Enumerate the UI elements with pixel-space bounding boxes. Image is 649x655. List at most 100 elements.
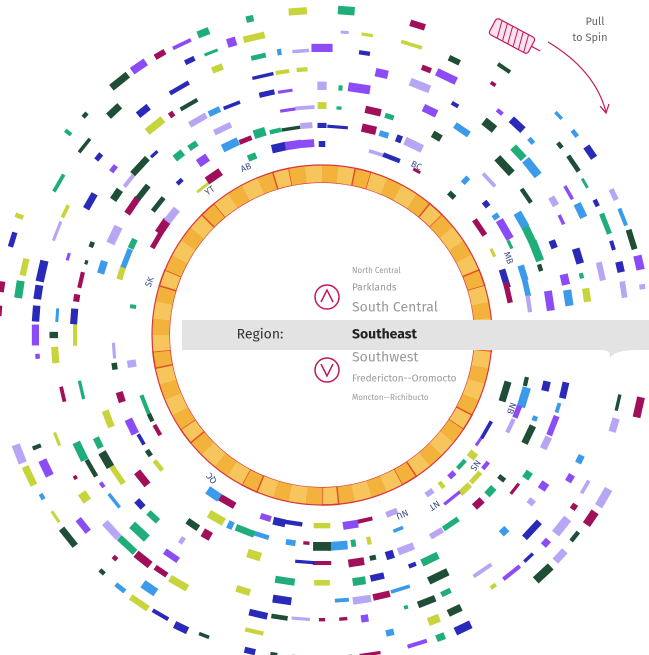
radial-bar bbox=[135, 183, 151, 201]
radial-bar bbox=[31, 324, 39, 346]
spin-hint: Pull bbox=[586, 15, 605, 28]
radial-bar bbox=[248, 608, 269, 620]
radial-bar bbox=[111, 342, 117, 359]
radial-bar bbox=[317, 102, 327, 109]
ring-segment bbox=[467, 285, 489, 306]
radial-bar bbox=[83, 192, 98, 211]
radial-bar bbox=[552, 548, 568, 564]
radial-bar bbox=[92, 436, 104, 450]
option[interactable]: Southwest bbox=[352, 349, 419, 366]
radial-bar bbox=[430, 130, 443, 142]
radial-bar bbox=[128, 594, 150, 612]
radial-bar bbox=[481, 172, 497, 188]
radial-bar bbox=[172, 38, 192, 51]
up-button[interactable] bbox=[314, 284, 340, 310]
radial-bar bbox=[443, 490, 461, 506]
option[interactable]: Parklands bbox=[352, 282, 397, 294]
radial-bar bbox=[77, 271, 85, 289]
ring-segment bbox=[288, 484, 308, 505]
radial-bar bbox=[98, 450, 115, 470]
option[interactable]: South Central bbox=[352, 299, 438, 316]
radial-bar bbox=[385, 628, 395, 637]
radial-bar bbox=[31, 443, 42, 451]
radial-bar bbox=[599, 212, 612, 235]
radial-bar bbox=[489, 247, 497, 258]
radial-bar bbox=[116, 265, 127, 281]
radial-bar bbox=[109, 71, 131, 91]
radial-bar bbox=[288, 7, 308, 16]
radial-bar bbox=[81, 111, 89, 119]
radial-bar bbox=[512, 404, 523, 419]
radial-bar bbox=[144, 116, 166, 135]
spin-handle[interactable] bbox=[488, 18, 544, 59]
radial-bar bbox=[466, 449, 479, 461]
radial-bar bbox=[72, 474, 78, 481]
radial-bar bbox=[51, 346, 60, 364]
radial-bar bbox=[468, 470, 483, 485]
radial-bar bbox=[126, 359, 137, 368]
option[interactable]: North Central bbox=[352, 267, 401, 276]
option[interactable]: Moncton--Richibucto bbox=[352, 394, 429, 403]
radial-bar bbox=[70, 308, 79, 325]
ring-segment bbox=[471, 349, 492, 369]
radial-bar bbox=[385, 507, 399, 518]
radial-bar bbox=[360, 123, 378, 135]
radial-bar bbox=[33, 284, 44, 300]
radial-bar bbox=[73, 324, 77, 346]
radial-bar bbox=[269, 651, 278, 655]
radial-bar bbox=[491, 212, 501, 221]
radial-bar bbox=[355, 516, 373, 525]
radial-bar bbox=[272, 516, 287, 528]
radial-bar bbox=[172, 149, 186, 162]
radial-bar bbox=[502, 281, 513, 304]
radial-bar bbox=[55, 308, 60, 323]
down-button[interactable] bbox=[314, 357, 340, 383]
radial-bar bbox=[390, 584, 411, 594]
radial-bar bbox=[151, 608, 170, 622]
radial-bar bbox=[532, 563, 554, 584]
radial-bar bbox=[251, 530, 270, 541]
radial-bar bbox=[364, 105, 382, 117]
radial-bar bbox=[541, 380, 551, 392]
ring-segment bbox=[305, 486, 322, 506]
radial-bar bbox=[347, 557, 365, 568]
radial-bar bbox=[447, 55, 461, 66]
radial-bar bbox=[53, 431, 62, 447]
radial-bar bbox=[632, 396, 645, 419]
radial-bar bbox=[426, 568, 450, 585]
radial-bar bbox=[540, 537, 552, 548]
radial-bar bbox=[168, 575, 190, 592]
ring-segment bbox=[321, 485, 340, 506]
radial-bar bbox=[210, 63, 224, 74]
radial-bar bbox=[281, 125, 301, 132]
radial-bar bbox=[472, 218, 488, 237]
ring-segment bbox=[322, 164, 339, 184]
ring-segment bbox=[336, 165, 356, 186]
radial-bar bbox=[284, 139, 303, 151]
radial-bar bbox=[183, 55, 196, 66]
radial-bar bbox=[521, 424, 536, 445]
radial-bar bbox=[226, 36, 238, 48]
radial-bar bbox=[313, 523, 331, 529]
radial-bar bbox=[528, 239, 545, 263]
province-label: NT bbox=[426, 497, 441, 512]
radial-bar bbox=[276, 48, 282, 56]
radial-bar bbox=[441, 516, 460, 532]
radial-bar bbox=[563, 185, 574, 201]
radial-bar bbox=[88, 241, 95, 249]
radial-bar bbox=[426, 613, 441, 626]
radial-bar bbox=[498, 525, 510, 537]
radial-bar bbox=[179, 97, 199, 112]
radial-bar bbox=[481, 199, 491, 209]
radial-bar bbox=[14, 212, 25, 220]
ring-segment bbox=[366, 475, 388, 498]
option[interactable]: Fredericton--Oromocto bbox=[352, 373, 457, 385]
radial-bar bbox=[73, 293, 81, 303]
ring[interactable] bbox=[151, 164, 493, 506]
radial-bar bbox=[108, 464, 126, 486]
radial-bar bbox=[327, 124, 348, 130]
radial-bar bbox=[270, 141, 288, 154]
radial-bar bbox=[14, 280, 25, 299]
radial-bar bbox=[384, 112, 395, 121]
